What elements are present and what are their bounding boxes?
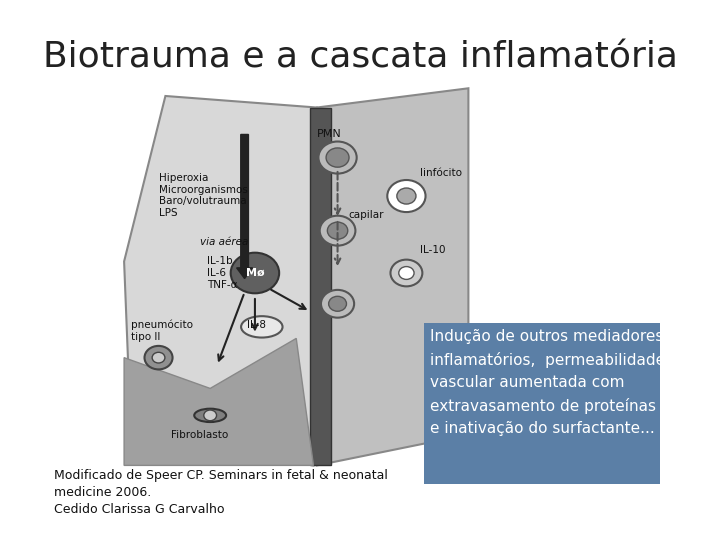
Polygon shape (317, 88, 469, 465)
Circle shape (152, 352, 165, 363)
Circle shape (328, 222, 348, 239)
Text: capilar: capilar (348, 210, 383, 220)
Circle shape (390, 260, 423, 286)
Ellipse shape (241, 316, 282, 338)
Polygon shape (124, 96, 317, 465)
Circle shape (326, 148, 349, 167)
Text: Hiperoxia
Microorganismos
Baro/volutrauma
LPS: Hiperoxia Microorganismos Baro/volutraum… (158, 173, 248, 218)
Text: pneumócito
tipo II: pneumócito tipo II (131, 320, 193, 342)
Circle shape (204, 410, 217, 421)
Text: via aérea: via aérea (200, 237, 248, 247)
Text: Biotrauma e a cascata inflamatória: Biotrauma e a cascata inflamatória (42, 40, 678, 74)
Ellipse shape (194, 409, 226, 422)
FancyBboxPatch shape (424, 323, 660, 484)
Text: Mø: Mø (246, 267, 264, 277)
Text: PMN: PMN (317, 130, 342, 139)
Circle shape (328, 296, 346, 311)
Text: Indução de outros mediadores
inflamatórios,  permeabilidade
vascular aumentada c: Indução de outros mediadores inflamatóri… (430, 329, 665, 436)
Circle shape (320, 215, 356, 246)
Text: IL-10: IL-10 (420, 245, 446, 255)
Circle shape (397, 188, 416, 204)
Text: IL-1b
IL-6
TNF-α: IL-1b IL-6 TNF-α (207, 256, 237, 289)
Circle shape (318, 141, 356, 173)
Circle shape (230, 253, 279, 293)
Text: IL-8: IL-8 (247, 320, 266, 330)
Circle shape (145, 346, 173, 369)
Polygon shape (124, 339, 313, 465)
FancyArrow shape (237, 134, 253, 279)
Circle shape (321, 290, 354, 318)
Text: Fibroblasto: Fibroblasto (171, 430, 228, 440)
Circle shape (399, 267, 414, 279)
Circle shape (387, 180, 426, 212)
Polygon shape (310, 107, 330, 465)
Text: Modificado de Speer CP. Seminars in fetal & neonatal
medicine 2006.
Cedido Clari: Modificado de Speer CP. Seminars in feta… (54, 469, 388, 516)
Text: linfócito: linfócito (420, 168, 462, 178)
